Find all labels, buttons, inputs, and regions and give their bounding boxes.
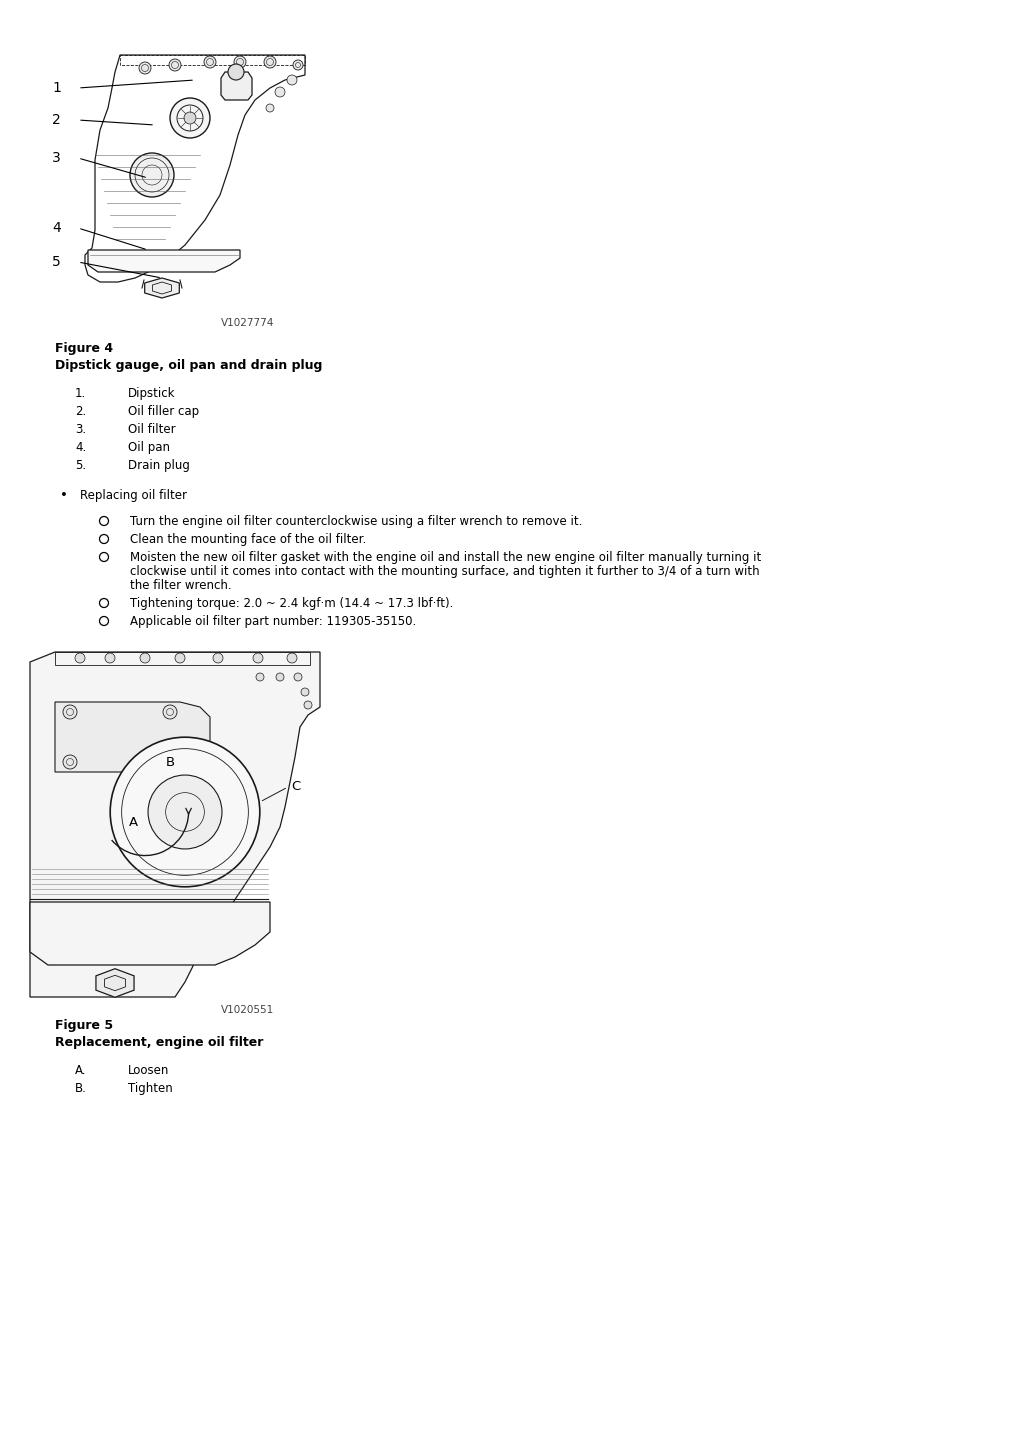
- Text: •: •: [60, 488, 68, 501]
- Text: Replacement, engine oil filter: Replacement, engine oil filter: [55, 1036, 263, 1049]
- Circle shape: [170, 99, 210, 138]
- Text: 5: 5: [52, 255, 60, 270]
- Text: B.: B.: [75, 1082, 87, 1095]
- Text: clockwise until it comes into contact with the mounting surface, and tighten it : clockwise until it comes into contact wi…: [130, 565, 760, 578]
- Polygon shape: [55, 701, 210, 772]
- Circle shape: [253, 653, 263, 664]
- Text: Replacing oil filter: Replacing oil filter: [80, 488, 187, 501]
- Circle shape: [63, 755, 77, 769]
- Text: Loosen: Loosen: [128, 1064, 169, 1077]
- Text: 1.: 1.: [75, 387, 86, 400]
- Circle shape: [256, 672, 264, 681]
- Circle shape: [105, 653, 115, 664]
- Text: 4: 4: [52, 222, 60, 235]
- Circle shape: [175, 653, 185, 664]
- Text: Moisten the new oil filter gasket with the engine oil and install the new engine: Moisten the new oil filter gasket with t…: [130, 551, 761, 564]
- Text: Oil filler cap: Oil filler cap: [128, 406, 199, 417]
- Text: Clean the mounting face of the oil filter.: Clean the mounting face of the oil filte…: [130, 533, 367, 546]
- Polygon shape: [221, 72, 252, 100]
- Circle shape: [163, 706, 177, 719]
- Circle shape: [294, 672, 302, 681]
- Text: 2: 2: [52, 113, 60, 128]
- Circle shape: [204, 57, 216, 68]
- Text: the filter wrench.: the filter wrench.: [130, 580, 231, 593]
- Text: A: A: [128, 816, 137, 829]
- Polygon shape: [88, 251, 240, 272]
- Circle shape: [228, 64, 244, 80]
- Circle shape: [148, 775, 222, 849]
- Circle shape: [130, 154, 174, 197]
- Text: V1027774: V1027774: [221, 317, 274, 327]
- Circle shape: [163, 755, 177, 769]
- Text: Figure 5: Figure 5: [55, 1019, 113, 1032]
- Text: V1020551: V1020551: [221, 1006, 274, 1014]
- Circle shape: [139, 62, 151, 74]
- Circle shape: [234, 57, 246, 68]
- Text: B: B: [166, 755, 174, 768]
- Circle shape: [63, 706, 77, 719]
- Circle shape: [287, 653, 297, 664]
- Polygon shape: [30, 901, 270, 965]
- Text: Oil filter: Oil filter: [128, 423, 176, 436]
- Text: Dipstick: Dipstick: [128, 387, 175, 400]
- Circle shape: [275, 87, 285, 97]
- Circle shape: [266, 104, 274, 112]
- Circle shape: [276, 672, 284, 681]
- Text: Tighten: Tighten: [128, 1082, 173, 1095]
- Circle shape: [264, 57, 276, 68]
- Text: 2.: 2.: [75, 406, 86, 417]
- Text: 3: 3: [52, 151, 60, 165]
- Text: C: C: [291, 781, 300, 794]
- Text: 1: 1: [52, 81, 60, 96]
- Text: 3.: 3.: [75, 423, 86, 436]
- Circle shape: [301, 688, 309, 696]
- Circle shape: [293, 59, 303, 70]
- Circle shape: [304, 701, 312, 709]
- Polygon shape: [144, 278, 179, 298]
- Text: Figure 4: Figure 4: [55, 342, 113, 355]
- Text: 4.: 4.: [75, 440, 86, 454]
- Text: Tightening torque: 2.0 ~ 2.4 kgf·m (14.4 ~ 17.3 lbf·ft).: Tightening torque: 2.0 ~ 2.4 kgf·m (14.4…: [130, 597, 454, 610]
- Circle shape: [111, 738, 260, 887]
- Circle shape: [169, 59, 181, 71]
- Circle shape: [184, 112, 196, 125]
- Text: 5.: 5.: [75, 459, 86, 472]
- Text: A.: A.: [75, 1064, 86, 1077]
- Circle shape: [75, 653, 85, 664]
- Text: Turn the engine oil filter counterclockwise using a filter wrench to remove it.: Turn the engine oil filter counterclockw…: [130, 514, 583, 527]
- Circle shape: [213, 653, 223, 664]
- Text: Applicable oil filter part number: 119305-35150.: Applicable oil filter part number: 11930…: [130, 614, 416, 627]
- Polygon shape: [96, 969, 134, 997]
- Text: Dipstick gauge, oil pan and drain plug: Dipstick gauge, oil pan and drain plug: [55, 359, 323, 372]
- Text: Oil pan: Oil pan: [128, 440, 170, 454]
- Text: Drain plug: Drain plug: [128, 459, 189, 472]
- Circle shape: [287, 75, 297, 85]
- Polygon shape: [30, 652, 319, 997]
- Circle shape: [140, 653, 150, 664]
